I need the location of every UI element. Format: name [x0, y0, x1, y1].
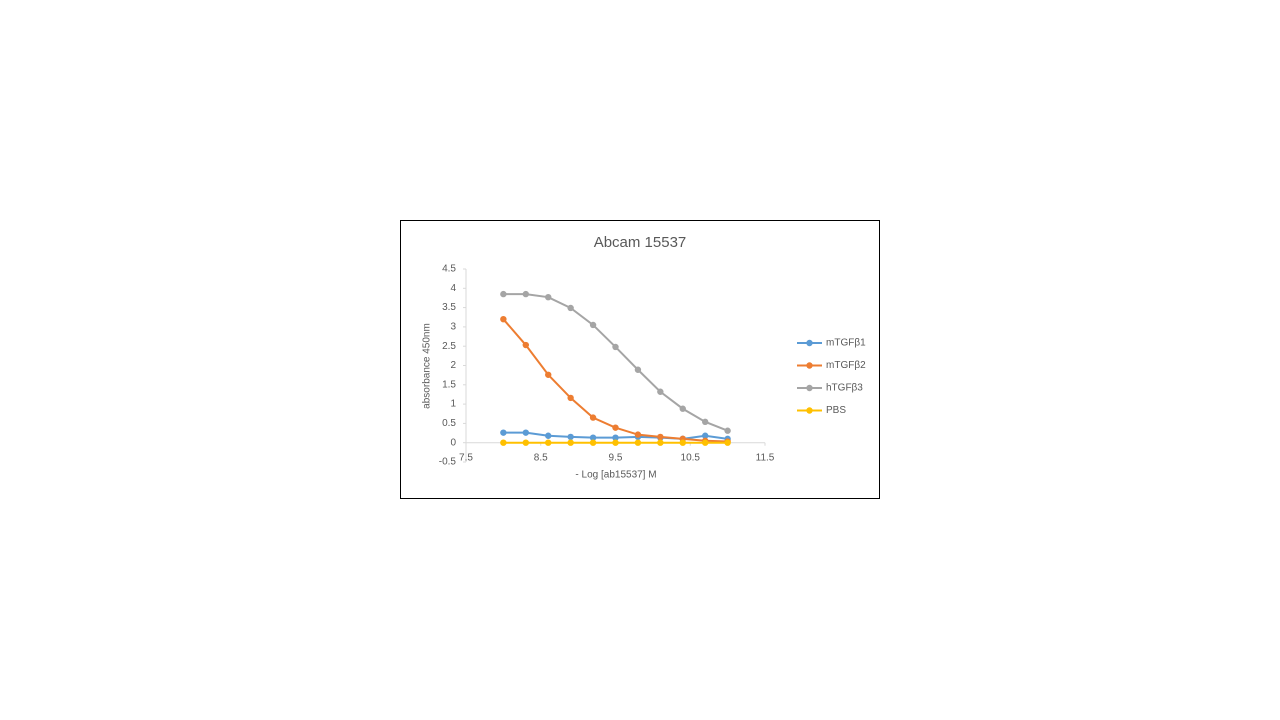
point	[567, 304, 574, 312]
x-tick-label: 7.5	[459, 453, 473, 464]
point	[634, 366, 642, 373]
point	[589, 321, 597, 329]
y-tick-label: 3.5	[442, 302, 456, 313]
point	[634, 431, 642, 438]
legend-label: hTGFβ3	[826, 383, 863, 394]
point	[589, 414, 597, 421]
point	[522, 439, 529, 446]
point	[612, 439, 619, 446]
point	[679, 439, 686, 446]
chart-frame	[400, 220, 880, 499]
point	[567, 439, 574, 446]
point	[500, 315, 507, 323]
x-tick-label: 11.5	[756, 453, 775, 464]
point	[612, 434, 619, 441]
y-tick-label: 1.5	[442, 379, 456, 390]
point	[545, 293, 552, 301]
x-tick-label: 8.5	[534, 453, 548, 464]
point	[545, 432, 552, 439]
point	[589, 434, 597, 441]
y-tick-label: 0	[450, 437, 456, 448]
point	[702, 439, 709, 446]
y-tick-label: 3	[450, 322, 456, 333]
point	[545, 439, 552, 446]
y-tick-label: 0.5	[442, 418, 456, 429]
point	[545, 371, 552, 378]
point	[500, 290, 507, 298]
point	[567, 433, 574, 441]
point	[724, 427, 731, 434]
chart-title: Abcam 15537	[594, 234, 687, 251]
point	[657, 439, 664, 446]
y-axis-label: absorbance 450nm	[422, 323, 433, 409]
legend-marker	[806, 407, 813, 414]
y-tick-label: 1	[450, 399, 456, 410]
point	[657, 388, 664, 395]
legend-label: PBS	[826, 405, 846, 416]
point	[679, 405, 686, 412]
point	[724, 439, 731, 446]
x-tick-label: 10.5	[681, 453, 701, 464]
point	[500, 439, 507, 446]
legend-label: mTGFβ1	[826, 338, 866, 349]
y-tick-label: -0.5	[439, 457, 457, 468]
y-tick-label: 2	[450, 360, 456, 371]
point	[522, 429, 529, 436]
point	[522, 341, 529, 349]
legend-marker	[806, 339, 813, 347]
point	[612, 424, 619, 431]
point	[702, 432, 709, 439]
x-axis-label: - Log [ab15537] M	[575, 470, 656, 481]
legend-marker	[806, 362, 813, 369]
point	[634, 439, 642, 446]
x-tick-label: 9.5	[609, 453, 623, 464]
point	[612, 343, 619, 351]
point	[500, 429, 507, 436]
point	[589, 439, 597, 446]
point	[522, 290, 529, 298]
legend-label: mTGFβ2	[826, 360, 866, 371]
point	[657, 433, 664, 441]
point	[567, 394, 574, 402]
y-tick-label: 4.5	[442, 264, 456, 275]
y-tick-label: 4	[450, 283, 456, 294]
y-tick-label: 2.5	[442, 341, 456, 352]
point	[702, 418, 709, 426]
legend-marker	[806, 384, 813, 392]
